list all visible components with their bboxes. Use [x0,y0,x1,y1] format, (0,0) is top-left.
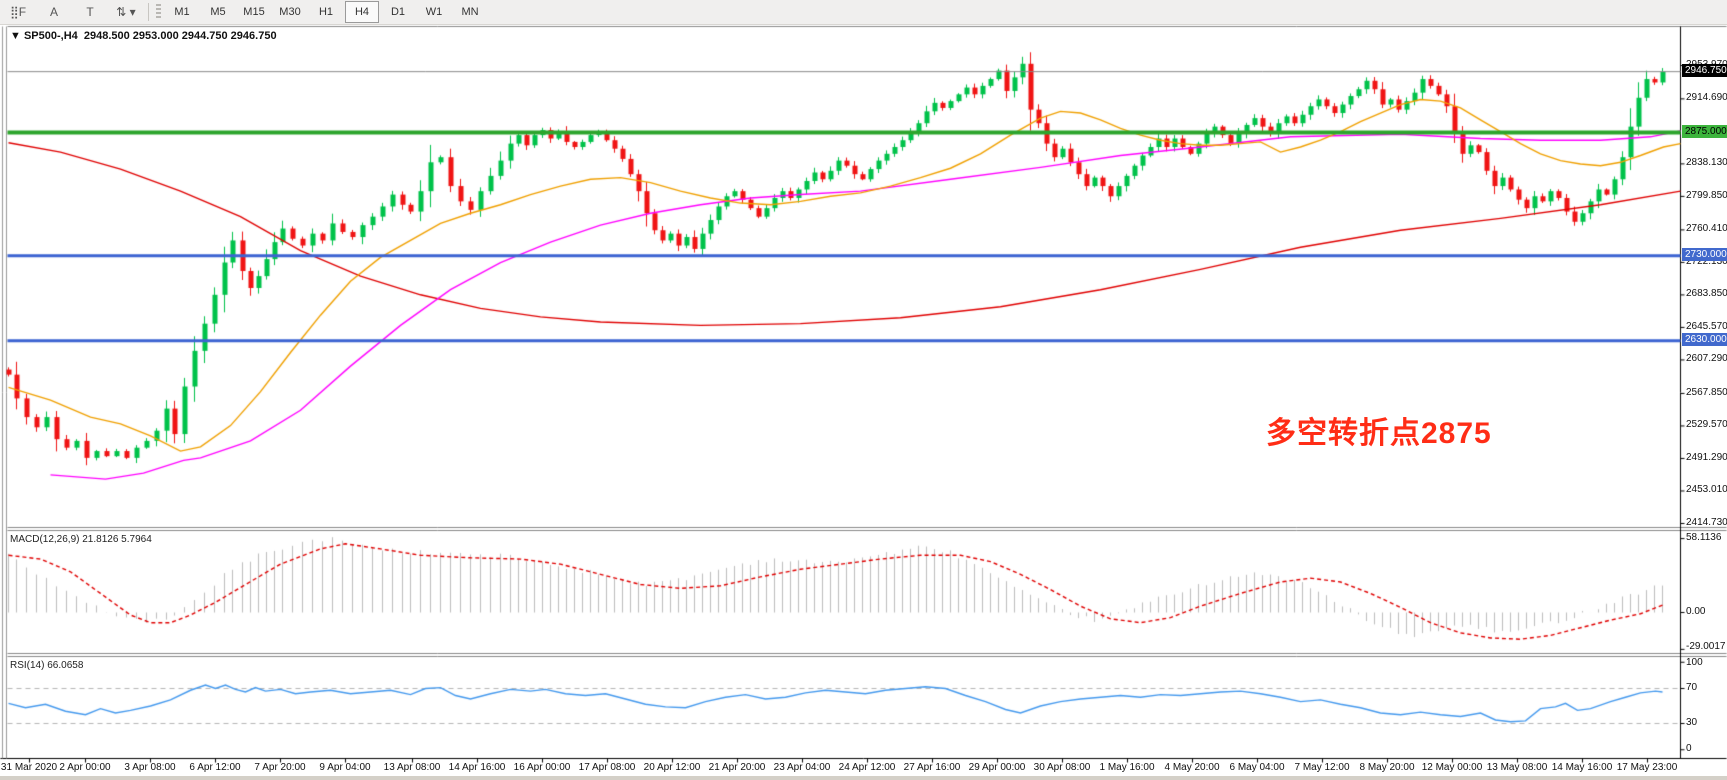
price-axis-label: 2529.570 [1686,419,1727,431]
text-a-tool[interactable]: A [37,1,71,23]
price-axis-label: 2683.850 [1686,288,1727,300]
time-axis-label: 7 May 12:00 [1294,762,1350,773]
time-axis-label: 31 Mar 2020 [0,762,58,773]
macd-axis-label: 58.1136 [1686,532,1722,544]
toolbar-grip-handle[interactable] [156,4,161,20]
toolbar: ⣿F A T ⇅ ▾ M1 M5 M15 M30 H1 H4 D1 W1 MN [0,0,1727,25]
price-axis-label: 2799.850 [1686,189,1727,201]
chart-title: ▼ SP500-,H4 2948.500 2953.000 2944.750 2… [10,30,277,42]
timeframe-button-m5[interactable]: M5 [210,6,226,18]
window-bottom-edge [0,776,1727,780]
time-axis-label: 24 Apr 12:00 [838,762,896,773]
rsi-axis-label: 70 [1686,682,1698,693]
time-axis-label: 16 Apr 00:00 [513,762,571,773]
toolbar-tools-group: ⣿F A T ⇅ ▾ [0,0,144,24]
rsi-axis-label: 0 [1686,743,1692,755]
chart-shift-tool[interactable]: ⣿F [1,1,35,23]
time-axis-label: 17 May 23:00 [1616,762,1678,773]
timeframe-buttons-group: M1 M5 M15 M30 H1 H4 D1 W1 MN [164,0,488,24]
timeframe-button-d1[interactable]: D1 [390,6,406,18]
price-axis-label: 2491.290 [1686,451,1727,463]
time-axis-label: 17 Apr 08:00 [578,762,636,773]
price-axis-label: 2722.130 [1686,255,1727,267]
time-axis-label: 29 Apr 00:00 [968,762,1026,773]
time-axis-label: 27 Apr 16:00 [903,762,961,773]
time-axis-label: 6 May 04:00 [1229,762,1285,773]
price-axis-label: 2414.730 [1686,516,1727,528]
time-axis-label: 23 Apr 04:00 [773,762,831,773]
time-axis-label: 7 Apr 20:00 [254,762,306,773]
price-axis-label: 2567.850 [1686,386,1727,398]
time-axis-label: 30 Apr 08:00 [1033,762,1091,773]
time-axis-label: 14 May 16:00 [1551,762,1613,773]
price-axis-label: 2914.690 [1686,92,1727,104]
hline-price-label: 2730.000 [1682,248,1727,262]
price-axis-label: 2838.130 [1686,157,1727,169]
chart-annotation-text[interactable]: 多空转折点2875 [1266,417,1492,450]
hline-price-label: 2875.000 [1682,125,1727,139]
hline-price-label: 2630.000 [1682,333,1727,347]
time-axis-label: 13 Apr 08:00 [383,762,441,773]
timeframe-button-h1[interactable]: H1 [318,6,334,18]
arrows-tool-icon: ⇅ ▾ [116,5,136,19]
time-axis-label: 13 May 08:00 [1486,762,1548,773]
price-axis-label: 2453.010 [1686,484,1727,496]
timeframe-button-w1[interactable]: W1 [425,6,443,18]
time-axis-label: 2 Apr 00:00 [59,762,111,773]
time-axis-label: 6 Apr 12:00 [189,762,241,773]
macd-indicator-label: MACD(12,26,9) 21.8126 5.7964 [10,534,152,545]
arrows-tool[interactable]: ⇅ ▾ [109,1,143,23]
price-axis-label: 2607.290 [1686,353,1727,365]
time-axis-label: 1 May 16:00 [1099,762,1155,773]
time-axis-label: 3 Apr 08:00 [124,762,176,773]
price-axis-label: 2645.570 [1686,320,1727,332]
timeframe-button-m1[interactable]: M1 [174,6,190,18]
price-axis-label: 2760.410 [1686,223,1727,235]
text-a-tool-icon: A [49,5,58,19]
chart-title-text: SP500-,H4 2948.500 2953.000 2944.750 294… [23,30,277,42]
chart-shift-tool-icon: ⣿F [9,5,27,19]
time-axis-label: 20 Apr 12:00 [643,762,701,773]
text-label-tool-icon: T [86,5,94,19]
timeframe-button-m15[interactable]: M15 [243,6,265,18]
timeframe-button-mn[interactable]: MN [461,6,479,18]
time-axis-label: 12 May 00:00 [1421,762,1483,773]
rsi-axis-label: 100 [1686,657,1703,668]
chart-dropdown-icon[interactable]: ▼ [10,30,21,42]
time-axis-label: 21 Apr 20:00 [708,762,766,773]
time-axis-label: 14 Apr 16:00 [448,762,506,773]
rsi-axis-label: 30 [1686,717,1698,728]
time-axis-label: 9 Apr 04:00 [319,762,371,773]
time-axis-label: 8 May 20:00 [1359,762,1415,773]
toolbar-separator [148,3,149,21]
macd-axis-label: 0.00 [1686,606,1706,617]
macd-axis-label: -29.0017 [1686,641,1726,652]
text-label-tool[interactable]: T [73,1,107,23]
timeframe-button-m30[interactable]: M30 [279,6,301,18]
current-price-label: 2946.750 [1682,64,1727,78]
rsi-indicator-label: RSI(14) 66.0658 [10,660,84,671]
time-axis-label: 4 May 20:00 [1164,762,1220,773]
timeframe-button-h4[interactable]: H4 [345,1,379,23]
